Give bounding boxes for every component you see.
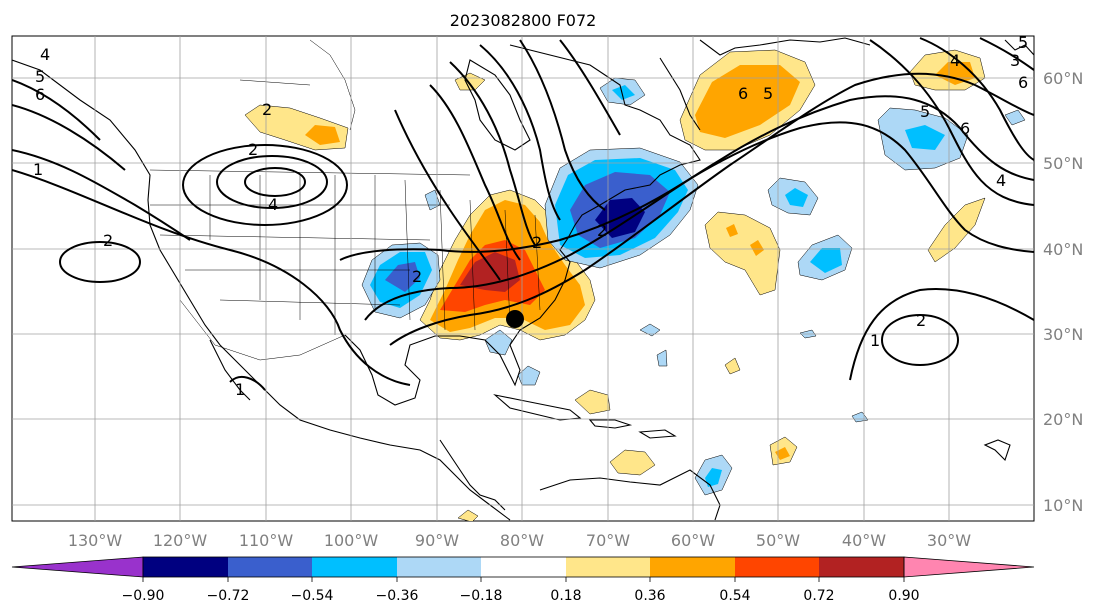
colorbar-bin: [228, 557, 312, 577]
colorbar-tick-label: −0.90: [122, 588, 165, 604]
contour-labels: 4 5 6 1 2 2 2 4 2 2 2 5 6 6 5 4 3 5 6 4: [33, 33, 1028, 399]
lon-label: 130°W: [68, 531, 123, 550]
colorbar: −0.90 −0.72 −0.54 −0.36 −0.18 0.18 0.36 …: [11, 556, 1035, 604]
contour-label: 2: [103, 231, 113, 250]
colorbar-bin: [819, 557, 904, 577]
colorbar-tick-label: 0.72: [803, 588, 834, 604]
contour-label: 2: [597, 221, 607, 240]
contour-label: 1: [33, 160, 43, 179]
contour-label: 2: [916, 311, 926, 330]
height-contours: [12, 37, 1034, 391]
lon-label: 120°W: [153, 531, 208, 550]
lon-label: 80°W: [500, 531, 544, 550]
lat-label: 40°N: [1043, 240, 1083, 259]
colorbar-tick-label: −0.36: [376, 588, 419, 604]
lon-axis-labels: 130°W 120°W 110°W 100°W 90°W 80°W 70°W 6…: [68, 531, 971, 550]
colorbar-bin: [481, 557, 566, 577]
colorbar-bin: [397, 557, 481, 577]
contour-label: 1: [235, 380, 245, 399]
map-panel: 4 5 6 1 2 2 2 4 2 2 2 5 6 6 5 4 3 5 6 4: [11, 33, 1035, 522]
lat-label: 50°N: [1043, 154, 1083, 173]
contour-label: 3: [1010, 51, 1020, 70]
contour-label: 5: [763, 84, 773, 103]
lon-label: 100°W: [324, 531, 379, 550]
colorbar-tick-label: 0.90: [888, 588, 919, 604]
colorbar-bin: [735, 557, 819, 577]
contour-label: 5: [920, 102, 930, 121]
contour-label: 2: [532, 233, 542, 252]
cool-anomaly-florida: [484, 329, 513, 356]
lat-label: 30°N: [1043, 325, 1083, 344]
colorbar-tick-label: 0.18: [550, 588, 581, 604]
contour-label: 1: [870, 331, 880, 350]
lon-label: 110°W: [239, 531, 294, 550]
contour-label: 4: [996, 171, 1006, 190]
contour-label: 2: [412, 267, 422, 286]
contour-label: 6: [960, 119, 970, 138]
lat-axis-labels: 60°N 50°N 40°N 30°N 20°N 10°N: [1043, 69, 1083, 515]
colorbar-tick-label: 0.36: [634, 588, 665, 604]
colorbar-tick-label: 0.54: [719, 588, 750, 604]
contour-label: 2: [262, 100, 272, 119]
colorbar-tick-label: −0.18: [460, 588, 503, 604]
lon-label: 60°W: [671, 531, 715, 550]
lat-label: 10°N: [1043, 496, 1083, 515]
contour-label: 6: [35, 85, 45, 104]
lat-label: 60°N: [1043, 69, 1083, 88]
colorbar-tick-label: −0.54: [291, 588, 334, 604]
lat-label: 20°N: [1043, 410, 1083, 429]
lon-label: 70°W: [586, 531, 630, 550]
colorbar-extend-high: [903, 556, 1035, 578]
graticule: [12, 36, 1034, 521]
contour-label: 4: [40, 45, 50, 64]
colorbar-bin: [650, 557, 735, 577]
contour-label: 6: [738, 84, 748, 103]
colorbar-bin: [312, 557, 397, 577]
contour-label: 4: [950, 51, 960, 70]
location-marker: [506, 310, 524, 328]
contour-label: 5: [35, 67, 45, 86]
lon-label: 30°W: [927, 531, 971, 550]
colorbar-bin: [143, 557, 228, 577]
contour-label: 5: [1018, 33, 1028, 52]
lon-label: 90°W: [415, 531, 459, 550]
lon-label: 50°W: [756, 531, 800, 550]
map-title: 2023082800 F072: [450, 11, 597, 30]
colorbar-extend-low: [11, 556, 144, 578]
contour-label: 6: [1018, 73, 1028, 92]
warm-anomaly-central-atlantic: [704, 211, 781, 296]
lon-label: 40°W: [842, 531, 886, 550]
contour-label: 4: [268, 195, 278, 214]
colorbar-tick-label: −0.72: [207, 588, 250, 604]
colorbar-bin: [566, 557, 650, 577]
contour-label: 2: [248, 140, 258, 159]
